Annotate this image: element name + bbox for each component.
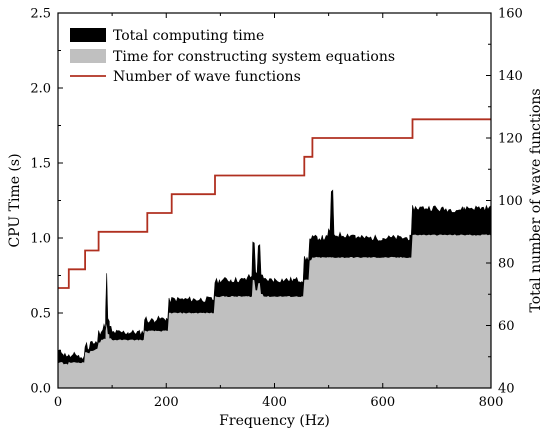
- y-axis-right-label: Total number of wave functions: [528, 88, 544, 312]
- y-right-tick-label: 60: [498, 319, 515, 334]
- series-construction-time: [58, 234, 491, 388]
- x-tick-label: 0: [54, 395, 62, 410]
- y-left-tick-label: 0.5: [30, 307, 51, 322]
- y-left-tick-label: 0.0: [30, 382, 51, 397]
- legend: Total computing time Time for constructi…: [70, 28, 395, 85]
- plot-area: [58, 118, 492, 389]
- y-right-tick-label: 120: [498, 132, 523, 147]
- x-tick-label: 800: [479, 395, 504, 410]
- y-left-tick-label: 2.5: [30, 7, 51, 22]
- y-left-tick-label: 1.5: [30, 157, 51, 172]
- x-tick-label: 200: [154, 395, 179, 410]
- y-axis-left-label: CPU Time (s): [7, 153, 23, 247]
- y-left-tick-label: 1.0: [30, 232, 51, 247]
- y-left-tick-label: 2.0: [30, 82, 51, 97]
- legend-label-construct-time: Time for constructing system equations: [113, 49, 395, 65]
- y-right-tick-label: 80: [498, 257, 515, 272]
- legend-label-wave-functions: Number of wave functions: [113, 69, 301, 85]
- series-number-of-wave-functions: [58, 118, 491, 289]
- x-tick-label: 400: [262, 395, 287, 410]
- y-right-tick-label: 100: [498, 194, 523, 209]
- y-right-tick-label: 140: [498, 69, 523, 84]
- y-right-tick-label: 160: [498, 7, 523, 22]
- legend-swatch-total-time: [70, 28, 106, 42]
- tick-marks: [57, 12, 492, 389]
- x-tick-label: 600: [370, 395, 395, 410]
- legend-label-total-time: Total computing time: [113, 28, 264, 44]
- x-axis-label: Frequency (Hz): [219, 413, 330, 429]
- y-right-tick-label: 40: [498, 382, 515, 397]
- legend-swatch-construct-time: [70, 49, 106, 63]
